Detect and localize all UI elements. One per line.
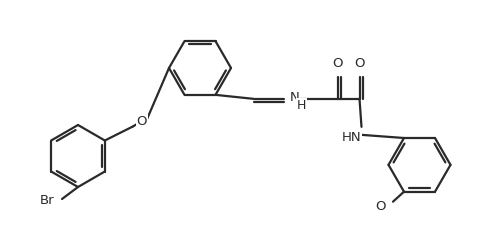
Text: O: O [375, 200, 386, 213]
Text: O: O [136, 115, 147, 128]
Text: H: H [297, 99, 306, 112]
Text: O: O [332, 57, 343, 70]
Text: O: O [354, 57, 365, 70]
Text: HN: HN [342, 131, 361, 144]
Text: Br: Br [39, 195, 54, 207]
Text: N: N [289, 91, 299, 104]
